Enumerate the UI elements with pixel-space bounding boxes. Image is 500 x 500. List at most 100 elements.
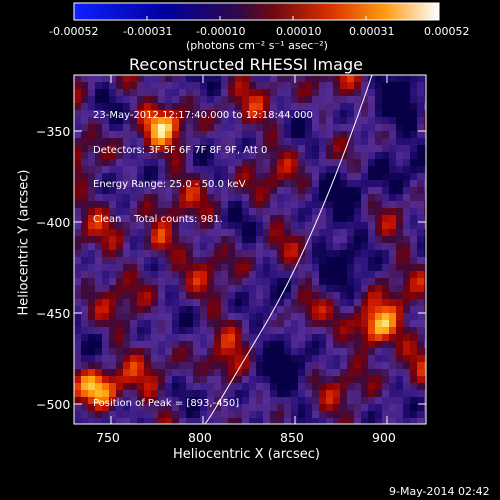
image-pixel bbox=[333, 404, 340, 411]
image-pixel bbox=[375, 201, 382, 208]
image-pixel bbox=[333, 124, 340, 131]
image-pixel bbox=[403, 327, 410, 334]
image-pixel bbox=[137, 278, 144, 285]
image-pixel bbox=[396, 194, 403, 201]
image-pixel bbox=[193, 264, 200, 271]
image-pixel bbox=[109, 369, 116, 376]
image-pixel bbox=[263, 313, 270, 320]
image-pixel bbox=[74, 397, 81, 404]
image-pixel bbox=[284, 376, 291, 383]
image-pixel bbox=[424, 110, 426, 117]
image-pixel bbox=[298, 348, 305, 355]
image-pixel bbox=[382, 348, 389, 355]
image-pixel bbox=[165, 257, 172, 264]
image-pixel bbox=[403, 418, 410, 424]
image-pixel bbox=[382, 166, 389, 173]
image-pixel bbox=[312, 117, 319, 124]
image-pixel bbox=[263, 341, 270, 348]
image-pixel bbox=[347, 194, 354, 201]
image-pixel bbox=[95, 222, 102, 229]
image-pixel bbox=[165, 369, 172, 376]
image-pixel bbox=[242, 89, 249, 96]
image-pixel bbox=[375, 194, 382, 201]
image-pixel bbox=[319, 110, 326, 117]
image-pixel bbox=[361, 82, 368, 89]
image-pixel bbox=[424, 397, 426, 404]
image-pixel bbox=[235, 355, 242, 362]
image-pixel bbox=[319, 390, 326, 397]
image-pixel bbox=[137, 299, 144, 306]
image-pixel bbox=[277, 264, 284, 271]
image-pixel bbox=[88, 173, 95, 180]
image-pixel bbox=[319, 299, 326, 306]
image-pixel bbox=[333, 138, 340, 145]
image-pixel bbox=[151, 411, 158, 418]
image-pixel bbox=[151, 138, 158, 145]
image-pixel bbox=[403, 404, 410, 411]
image-pixel bbox=[326, 285, 333, 292]
image-pixel bbox=[340, 110, 347, 117]
image-pixel bbox=[368, 306, 375, 313]
image-pixel bbox=[382, 397, 389, 404]
image-pixel bbox=[312, 278, 319, 285]
image-pixel bbox=[312, 110, 319, 117]
image-pixel bbox=[319, 173, 326, 180]
image-pixel bbox=[144, 236, 151, 243]
image-pixel bbox=[410, 411, 417, 418]
image-pixel bbox=[312, 397, 319, 404]
image-pixel bbox=[151, 180, 158, 187]
image-pixel bbox=[200, 292, 207, 299]
image-pixel bbox=[130, 138, 137, 145]
image-pixel bbox=[284, 152, 291, 159]
image-pixel bbox=[186, 411, 193, 418]
image-pixel bbox=[284, 229, 291, 236]
image-pixel bbox=[326, 320, 333, 327]
image-pixel bbox=[109, 103, 116, 110]
image-pixel bbox=[284, 82, 291, 89]
image-pixel bbox=[193, 243, 200, 250]
image-pixel bbox=[389, 166, 396, 173]
image-pixel bbox=[256, 222, 263, 229]
image-pixel bbox=[235, 82, 242, 89]
image-pixel bbox=[298, 103, 305, 110]
image-pixel bbox=[333, 362, 340, 369]
image-pixel bbox=[109, 327, 116, 334]
image-pixel bbox=[207, 285, 214, 292]
image-pixel bbox=[186, 397, 193, 404]
image-pixel bbox=[417, 306, 424, 313]
image-pixel bbox=[340, 271, 347, 278]
image-pixel bbox=[102, 138, 109, 145]
image-pixel bbox=[144, 369, 151, 376]
image-pixel bbox=[291, 124, 298, 131]
image-pixel bbox=[158, 383, 165, 390]
image-pixel bbox=[284, 411, 291, 418]
image-pixel bbox=[109, 124, 116, 131]
image-pixel bbox=[368, 208, 375, 215]
image-pixel bbox=[403, 376, 410, 383]
image-pixel bbox=[375, 166, 382, 173]
image-pixel bbox=[81, 89, 88, 96]
image-pixel bbox=[179, 362, 186, 369]
image-pixel bbox=[214, 138, 221, 145]
image-pixel bbox=[214, 306, 221, 313]
image-pixel bbox=[102, 320, 109, 327]
image-pixel bbox=[396, 292, 403, 299]
image-pixel bbox=[242, 215, 249, 222]
image-pixel bbox=[354, 250, 361, 257]
image-pixel bbox=[81, 166, 88, 173]
image-pixel bbox=[368, 243, 375, 250]
image-pixel bbox=[347, 278, 354, 285]
image-pixel bbox=[270, 404, 277, 411]
image-pixel bbox=[424, 166, 426, 173]
image-pixel bbox=[277, 292, 284, 299]
image-pixel bbox=[102, 96, 109, 103]
image-pixel bbox=[256, 131, 263, 138]
image-pixel bbox=[298, 145, 305, 152]
image-pixel bbox=[151, 334, 158, 341]
image-pixel bbox=[263, 376, 270, 383]
image-pixel bbox=[207, 159, 214, 166]
image-pixel bbox=[312, 341, 319, 348]
image-pixel bbox=[116, 138, 123, 145]
image-pixel bbox=[186, 404, 193, 411]
image-pixel bbox=[333, 117, 340, 124]
